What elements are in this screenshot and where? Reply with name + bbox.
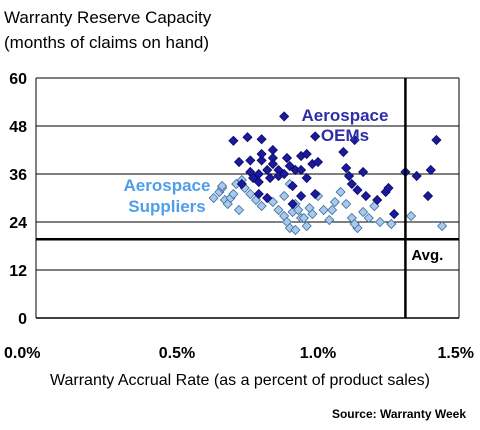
oem-point [341, 162, 352, 174]
oem-annotation-line2: OEMs [321, 126, 369, 145]
oem-point [267, 144, 278, 156]
supplier-point [256, 200, 267, 212]
oem-point [267, 158, 278, 170]
supplier-point [358, 206, 369, 218]
oem-point [253, 188, 264, 200]
oem-annotation-line1: Aerospace [302, 106, 389, 125]
oem-point [372, 194, 383, 206]
oem-point [343, 170, 355, 182]
oem-point [248, 172, 259, 184]
oem-point [346, 178, 357, 190]
supplier-point [374, 216, 386, 228]
oem-point [352, 184, 363, 196]
oem-point [431, 134, 442, 146]
supplier-point [267, 196, 278, 208]
chart-title: Warranty Reserve Capacity [4, 8, 212, 27]
y-tick-label: 0 [18, 311, 27, 328]
supplier-point [245, 188, 256, 200]
oem-point [310, 188, 321, 200]
oem-point [422, 190, 434, 202]
supplier-annotation-line1: Aerospace [124, 176, 211, 195]
oem-point [279, 111, 290, 122]
supplier-point [279, 190, 290, 202]
y-tick-label: 12 [9, 263, 27, 280]
oem-point [256, 134, 267, 145]
supplier-point [437, 220, 448, 232]
supplier-point [363, 212, 374, 224]
oem-point [245, 155, 256, 166]
oem-point [262, 164, 273, 176]
supplier-point [329, 196, 340, 208]
supplier-point [386, 218, 397, 230]
y-tick-label: 24 [9, 215, 27, 232]
oem-point [256, 155, 267, 166]
supplier-point [318, 204, 329, 216]
source-note: Source: Warranty Week [331, 407, 466, 421]
x-axis-label: Warranty Accrual Rate (as a percent of p… [49, 372, 430, 389]
oem-point [256, 148, 267, 160]
oem-point [310, 131, 321, 142]
oem-point [389, 208, 400, 220]
supplier-point [307, 208, 318, 220]
supplier-point [324, 214, 335, 226]
oem-point [284, 160, 295, 172]
supplier-point [335, 186, 346, 198]
y-tick-label: 60 [9, 71, 27, 88]
x-tick-label: 1.0% [300, 345, 336, 362]
supplier-point [293, 204, 304, 216]
supplier-point [405, 210, 417, 222]
oem-point [253, 176, 264, 188]
oem-point [236, 178, 247, 190]
oem-point [301, 172, 312, 184]
y-tick-label: 36 [9, 167, 27, 184]
oem-point [360, 190, 372, 202]
average-label: Avg. [411, 247, 443, 264]
supplier-point [290, 224, 301, 236]
x-tick-label: 0.5% [159, 345, 195, 362]
oem-point [338, 146, 349, 158]
oem-point [233, 156, 245, 168]
supplier-point [341, 198, 352, 210]
oem-point [349, 134, 360, 146]
oem-point [296, 190, 307, 202]
supplier-point [327, 204, 338, 216]
y-tick-label: 48 [9, 119, 27, 136]
supplier-point [208, 192, 219, 204]
oem-point [411, 170, 422, 182]
supplier-point [273, 204, 284, 216]
oem-point [242, 132, 253, 143]
supplier-point [298, 212, 309, 224]
x-tick-label: 1.5% [438, 345, 474, 362]
x-tick-label: 0.0% [4, 345, 40, 362]
oem-point [383, 182, 394, 194]
oem-point [425, 164, 436, 176]
oem-point [287, 198, 298, 210]
oem-point [262, 192, 273, 204]
oem-point [287, 180, 298, 192]
supplier-point [349, 218, 360, 230]
chart-subtitle: (months of claims on hand) [4, 33, 210, 52]
oem-point [228, 135, 239, 146]
supplier-point [217, 180, 228, 192]
oem-point [264, 172, 276, 184]
oem-point [281, 152, 293, 164]
oem-point [312, 156, 324, 168]
oem-point [358, 166, 369, 178]
oem-point [279, 168, 290, 180]
supplier-point [301, 220, 312, 232]
supplier-annotation-line2: Suppliers [128, 197, 205, 216]
oem-point [296, 164, 307, 176]
oem-point [301, 148, 312, 160]
supplier-point [233, 204, 245, 216]
supplier-point [228, 188, 239, 200]
